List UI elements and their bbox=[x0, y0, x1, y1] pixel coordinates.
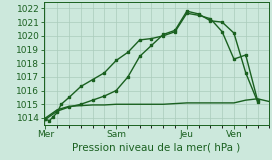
X-axis label: Pression niveau de la mer( hPa ): Pression niveau de la mer( hPa ) bbox=[72, 142, 240, 152]
